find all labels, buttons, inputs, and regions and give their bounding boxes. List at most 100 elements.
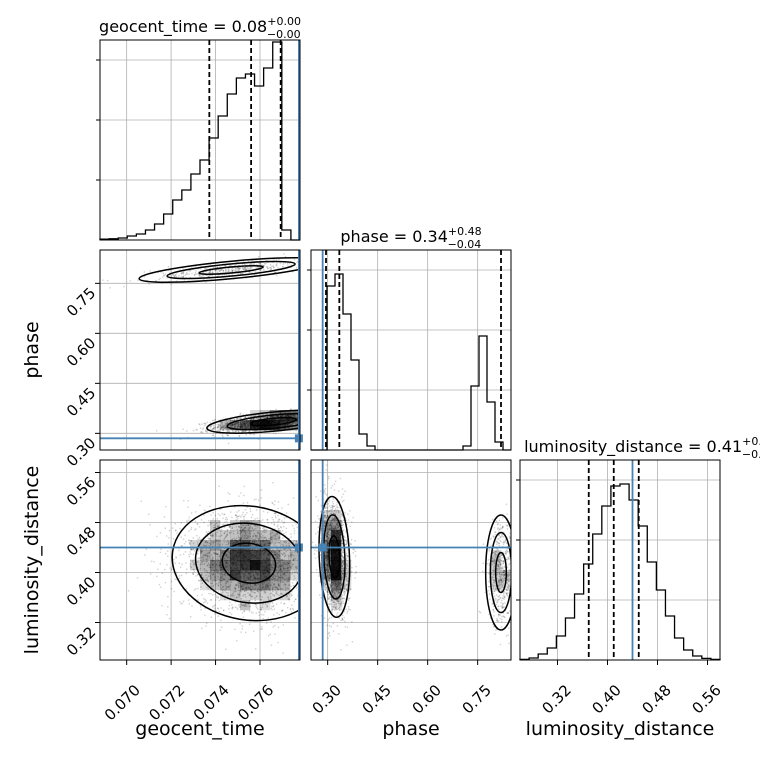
sample-point	[275, 555, 278, 557]
sample-point	[266, 417, 268, 419]
sample-point	[243, 526, 246, 529]
sample-point	[186, 271, 188, 274]
sample-point	[257, 531, 259, 534]
sample-point	[278, 414, 280, 417]
sample-point	[263, 531, 266, 533]
sample-point	[191, 605, 193, 607]
sample-point	[210, 522, 212, 525]
sample-point	[257, 266, 259, 268]
sample-point	[210, 424, 213, 427]
sample-point	[223, 532, 226, 535]
sample-point	[217, 424, 220, 427]
sample-point	[240, 270, 243, 272]
sample-point	[273, 564, 275, 566]
density-cell	[280, 410, 291, 421]
sample-point	[272, 561, 275, 564]
sample-point	[270, 565, 273, 568]
sample-point	[282, 581, 284, 583]
sample-point	[220, 268, 223, 270]
sample-point	[280, 552, 283, 555]
sample-point	[199, 427, 202, 430]
sample-point	[220, 427, 222, 429]
sample-point	[238, 596, 240, 598]
sample-point	[271, 605, 273, 608]
sample-point	[222, 426, 224, 429]
sample-point	[227, 543, 229, 546]
sample-point	[269, 533, 272, 535]
sample-point	[272, 265, 274, 267]
sample-point	[144, 554, 146, 556]
sample-point	[267, 522, 269, 524]
sample-point	[233, 423, 236, 425]
sample-point	[272, 482, 274, 484]
sample-point	[232, 430, 234, 433]
sample-point	[286, 567, 289, 569]
sample-point	[189, 551, 191, 553]
sample-point	[242, 528, 245, 530]
sample-point	[274, 534, 277, 536]
sample-point	[250, 589, 252, 591]
sample-point	[254, 525, 257, 528]
sample-point	[247, 505, 249, 508]
sample-point	[205, 579, 208, 582]
sample-point	[293, 421, 295, 424]
sample-point	[244, 513, 247, 516]
sample-point	[187, 519, 190, 521]
sample-point	[285, 612, 287, 614]
sample-point	[275, 566, 278, 568]
sample-point	[282, 573, 284, 575]
sample-point	[210, 566, 213, 568]
sample-point	[204, 424, 206, 427]
sample-point	[270, 571, 272, 573]
sample-point	[233, 418, 235, 421]
sample-point	[205, 599, 207, 602]
sample-point	[224, 598, 226, 601]
sample-point	[278, 412, 280, 414]
sample-point	[223, 573, 225, 575]
sample-point	[263, 528, 265, 531]
sample-point	[278, 570, 281, 572]
sample-point	[206, 268, 208, 270]
density-cell	[220, 540, 231, 551]
density-cell	[230, 550, 241, 561]
sample-point	[223, 273, 225, 276]
sample-point	[277, 556, 279, 558]
sample-point	[291, 270, 294, 273]
sample-point	[267, 261, 269, 264]
sample-point	[245, 521, 248, 523]
sample-point	[273, 418, 275, 420]
sample-point	[243, 593, 245, 596]
sample-point	[272, 432, 275, 434]
sample-point	[277, 583, 280, 585]
sample-point	[226, 574, 229, 576]
sample-point	[211, 581, 213, 583]
sample-point	[228, 604, 231, 607]
sample-point	[204, 422, 206, 425]
sample-point	[290, 593, 292, 595]
sample-point	[281, 577, 284, 579]
sample-point	[157, 271, 160, 274]
sample-point	[204, 607, 206, 610]
sample-point	[289, 429, 292, 432]
sample-point	[271, 576, 274, 578]
sample-point	[223, 514, 225, 516]
sample-point	[227, 570, 230, 573]
sample-point	[212, 518, 214, 520]
sample-point	[211, 564, 214, 566]
sample-point	[265, 539, 268, 541]
sample-point	[235, 584, 238, 587]
sample-point	[225, 423, 227, 426]
sample-point	[238, 266, 240, 268]
sample-point	[192, 542, 195, 545]
sample-point	[182, 275, 185, 277]
sample-point	[216, 531, 218, 533]
sample-point	[218, 539, 220, 541]
sample-point	[228, 578, 230, 580]
sample-point	[252, 579, 254, 582]
sample-point	[288, 545, 291, 547]
sample-point	[213, 551, 215, 554]
sample-point	[353, 548, 355, 551]
sample-point	[287, 606, 289, 609]
sample-point	[239, 421, 241, 424]
sample-point	[211, 563, 214, 566]
